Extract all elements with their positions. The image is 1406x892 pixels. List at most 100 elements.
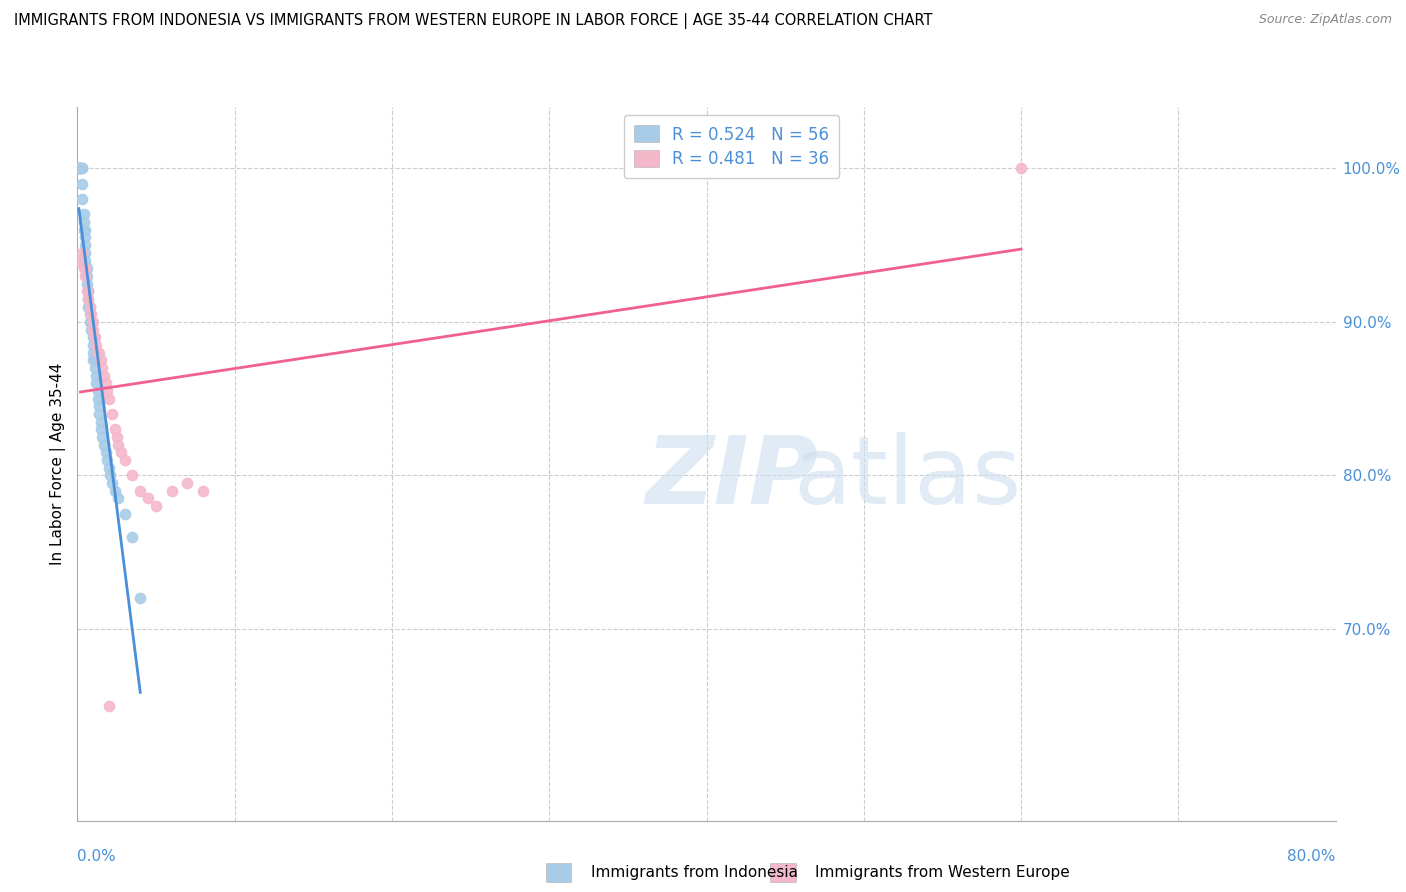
Point <box>96 384 118 398</box>
Point <box>90 415 112 429</box>
Point <box>80 322 103 336</box>
Point <box>77 292 100 306</box>
Point <box>105 430 128 444</box>
Point <box>77 284 100 298</box>
Point <box>114 507 136 521</box>
Point <box>67 161 90 176</box>
Point <box>83 360 105 375</box>
Legend: R = 0.524   N = 56, R = 0.481   N = 36: R = 0.524 N = 56, R = 0.481 N = 36 <box>624 115 839 178</box>
Point <box>72 223 94 237</box>
Point <box>87 384 110 398</box>
Point <box>75 261 97 276</box>
Point <box>72 261 94 276</box>
Point <box>82 322 104 336</box>
Point <box>79 307 101 321</box>
Point <box>75 223 97 237</box>
Point <box>77 300 100 314</box>
Point <box>176 476 198 491</box>
Point <box>75 268 97 283</box>
Point <box>191 483 215 498</box>
Point <box>76 277 98 291</box>
Point <box>70 161 93 176</box>
Point <box>82 315 104 329</box>
Point <box>83 353 105 368</box>
Point <box>93 437 115 451</box>
Point <box>90 353 112 368</box>
Point <box>69 161 91 176</box>
Point <box>121 530 143 544</box>
Point <box>129 591 152 606</box>
Point <box>97 392 120 406</box>
Point <box>90 422 112 436</box>
Point <box>75 238 97 252</box>
Point <box>84 338 107 352</box>
Text: atlas: atlas <box>794 432 1022 524</box>
Point <box>70 245 93 260</box>
Point <box>84 376 107 391</box>
Point <box>82 338 104 352</box>
Point <box>77 292 100 306</box>
Y-axis label: In Labor Force | Age 35-44: In Labor Force | Age 35-44 <box>51 363 66 565</box>
Point <box>70 177 93 191</box>
Point <box>75 230 97 244</box>
Text: 0.0%: 0.0% <box>77 849 117 863</box>
Point <box>129 483 152 498</box>
Point <box>136 491 159 506</box>
Point <box>80 315 103 329</box>
Text: Source: ZipAtlas.com: Source: ZipAtlas.com <box>1258 13 1392 27</box>
Text: 80.0%: 80.0% <box>1288 849 1336 863</box>
Point <box>89 345 111 359</box>
Point <box>110 445 132 459</box>
Point <box>79 300 101 314</box>
Point <box>76 284 98 298</box>
Point <box>93 368 115 383</box>
Point <box>84 368 107 383</box>
Point <box>91 430 114 444</box>
Point <box>101 476 124 491</box>
Point <box>69 161 91 176</box>
Point <box>87 392 110 406</box>
Point <box>70 161 93 176</box>
Point <box>72 215 94 229</box>
Point <box>76 268 98 283</box>
Point <box>114 453 136 467</box>
Text: Immigrants from Western Europe: Immigrants from Western Europe <box>815 865 1070 880</box>
Point <box>91 360 114 375</box>
Point <box>107 437 129 451</box>
Point <box>79 300 101 314</box>
Point <box>72 207 94 221</box>
Point <box>145 499 167 513</box>
Point <box>82 345 104 359</box>
Point <box>75 245 97 260</box>
Text: ZIP: ZIP <box>645 432 818 524</box>
Point <box>107 491 129 506</box>
Point <box>70 192 93 206</box>
Point <box>94 376 117 391</box>
Point <box>69 253 91 268</box>
Point <box>82 330 104 344</box>
Point <box>82 353 104 368</box>
Point <box>104 422 127 436</box>
Point <box>121 468 143 483</box>
Point <box>77 284 100 298</box>
Point <box>104 483 127 498</box>
Point <box>97 698 120 713</box>
Point <box>87 345 110 359</box>
Text: IMMIGRANTS FROM INDONESIA VS IMMIGRANTS FROM WESTERN EUROPE IN LABOR FORCE | AGE: IMMIGRANTS FROM INDONESIA VS IMMIGRANTS … <box>14 13 932 29</box>
Point <box>76 261 98 276</box>
Point <box>89 407 111 421</box>
Point <box>67 161 90 176</box>
Text: Immigrants from Indonesia: Immigrants from Indonesia <box>591 865 797 880</box>
Point <box>69 161 91 176</box>
Point <box>97 460 120 475</box>
Point <box>80 307 103 321</box>
Point <box>94 445 117 459</box>
Point <box>75 261 97 276</box>
Point <box>96 453 118 467</box>
Point <box>75 253 97 268</box>
Point <box>98 468 121 483</box>
Point <box>79 315 101 329</box>
Point <box>101 407 124 421</box>
Point <box>89 399 111 413</box>
Point <box>83 330 105 344</box>
